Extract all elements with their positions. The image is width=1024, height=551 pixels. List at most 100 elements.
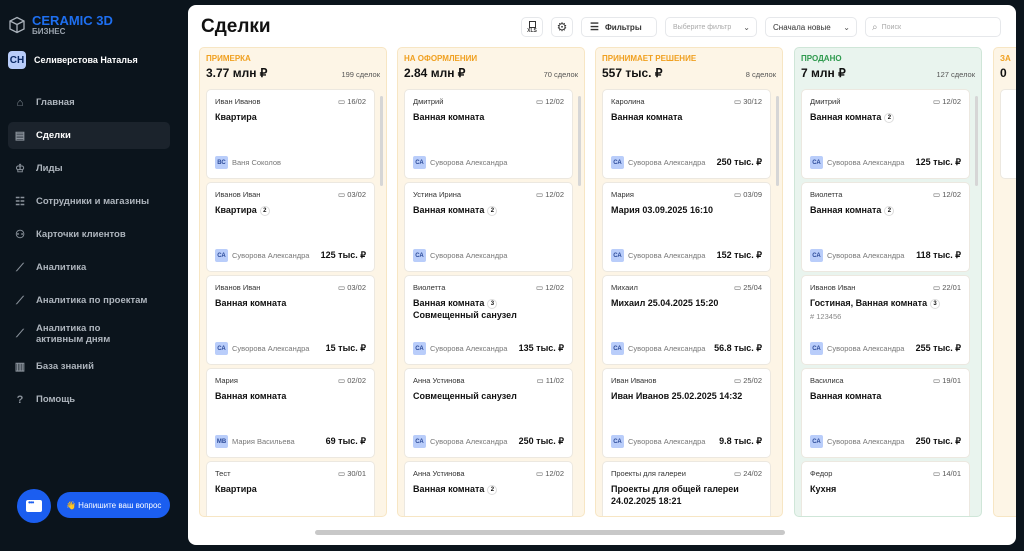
deal-amount: 125 тыс. ₽ (320, 250, 366, 260)
deal-card[interactable]: Мария ▭ 02/02 Ванная комната МВ Мария Василь… (206, 368, 375, 458)
column-name: ПРИНИМАЕТ РЕШЕНИЕ (602, 54, 697, 63)
chat-button[interactable] (17, 489, 51, 523)
deal-title: Ванная комната (215, 390, 366, 402)
count-badge: 3 (930, 298, 941, 309)
calendar-icon: ▭ (536, 469, 546, 478)
sidebar-item[interactable]: ? Помощь (8, 386, 170, 413)
user-name: Селиверстова Наталья (34, 55, 138, 65)
card-date-value: 03/02 (347, 283, 366, 292)
card-footer: СА Суворова Александра 118 тыс. ₽ (810, 249, 961, 262)
sidebar-item[interactable]: ▤ Сделки (8, 122, 170, 149)
sort-select[interactable]: Сначала новые ⌄ (765, 17, 857, 37)
calendar-icon: ▭ (734, 376, 744, 385)
ask-question-button[interactable]: 👋 Напишите ваш вопрос (57, 492, 171, 518)
column-summary: 0 (1000, 66, 1016, 80)
calendar-icon: ▭ (536, 376, 546, 385)
deal-card[interactable]: Михаил ▭ 25/04 Михаил 25.04.2025 15:20 СА Су… (602, 275, 771, 365)
client-name: Анна Устинова (413, 469, 465, 478)
settings-button[interactable]: ⚙ (551, 17, 573, 37)
sidebar-item[interactable]: ☷ Сотрудники и магазины (8, 188, 170, 215)
card-header: Иванов Иван ▭ 03/02 (215, 190, 366, 199)
manager-name: Суворова Александра (232, 251, 310, 260)
deal-amount: 15 тыс. ₽ (325, 343, 366, 353)
sidebar-item[interactable]: ♔ Лиды (8, 155, 170, 182)
kanban-column: ЗА 0 (993, 47, 1016, 517)
deal-amount: 135 тыс. ₽ (518, 343, 564, 353)
sidebar-item[interactable]: ⟋ Аналитика по активным дням (8, 320, 170, 347)
manager-name: Ваня Соколов (232, 158, 282, 167)
card-footer: СА Суворова Александра 56.8 тыс. ₽ (611, 342, 762, 355)
logo[interactable]: CERAMIC 3D БИЗНЕС (8, 14, 113, 36)
manager-name: Суворова Александра (628, 251, 706, 260)
horizontal-scrollbar[interactable] (315, 530, 785, 535)
column-scrollbar[interactable] (776, 96, 779, 186)
deal-card[interactable]: Анна Устинова ▭ 12/02 Ванная комната 2 (404, 461, 573, 516)
sidebar-item[interactable]: ⌂ Главная (8, 89, 170, 116)
deal-card[interactable]: Виолетта ▭ 12/02 Ванная комната 2 СА Суворова… (801, 182, 970, 272)
column-count: 199 сделок (341, 70, 380, 79)
client-name: Иван Иванов (215, 97, 261, 106)
client-name: Федор (810, 469, 833, 478)
deal-amount: 125 тыс. ₽ (915, 157, 961, 167)
deal-card[interactable]: Василиса ▭ 19/01 Ванная комната СА Суворова … (801, 368, 970, 458)
filter-select[interactable]: Выберите фильтр ⌄ (665, 17, 757, 37)
manager-avatar: СА (611, 342, 624, 355)
deal-card[interactable]: Иванов Иван ▭ 03/02 Ванная комната СА Суворо… (206, 275, 375, 365)
sidebar-nav: ⌂ Главная ▤ Сделки ♔ Лиды ☷ Сотрудники и магази… (8, 89, 170, 419)
card-list: Дмитрий ▭ 12/02 Ванная комната СА Суворова А… (404, 89, 573, 516)
card-date: ▭ 12/02 (536, 469, 564, 478)
deal-card[interactable]: Каролина ▭ 30/12 Ванная комната СА Суворова … (602, 89, 771, 179)
deal-title: Ванная комната (611, 111, 762, 123)
column-name: ЗА (1000, 54, 1011, 63)
card-date-value: 03/09 (743, 190, 762, 199)
deal-card[interactable]: Тест ▭ 30/01 Квартира (206, 461, 375, 516)
brand-name: CERAMIC 3D (32, 13, 113, 28)
deal-card[interactable]: Проекты для галереи ▭ 24/02 Проекты для об… (602, 461, 771, 516)
column-scrollbar[interactable] (380, 96, 383, 186)
sidebar-item[interactable]: ⟋ Аналитика (8, 254, 170, 281)
client-name: Иванов Иван (810, 283, 856, 292)
export-xls-button[interactable]: XLS (521, 17, 543, 37)
column-scrollbar[interactable] (975, 96, 978, 186)
column-summary: 2.84 млн ₽ 70 сделок (404, 66, 578, 80)
page-title: Сделки (201, 16, 271, 37)
manager-avatar: МВ (215, 435, 228, 448)
card-footer: СА Суворова Александра 152 тыс. ₽ (611, 249, 762, 262)
deal-card[interactable]: Дмитрий ▭ 12/02 Ванная комната СА Суворова А… (404, 89, 573, 179)
deal-card[interactable]: Иван Иванов ▭ 25/02 Иван Иванов 25.02.2025… (602, 368, 771, 458)
deal-card[interactable] (1000, 89, 1016, 179)
user-profile[interactable]: СН Селиверстова Наталья (8, 51, 138, 69)
deal-amount: 255 тыс. ₽ (915, 343, 961, 353)
deal-card[interactable]: Мария ▭ 03/09 Мария 03.09.2025 16:10 СА Суво… (602, 182, 771, 272)
manager-name: Суворова Александра (628, 344, 706, 353)
manager-name: Суворова Александра (430, 437, 508, 446)
kanban-column: ПРОДАНО 7 млн ₽ 127 сделок Дмитрий ▭ 12/02 Ва… (794, 47, 982, 517)
search-input[interactable]: ⌕ Поиск (865, 17, 1001, 37)
card-list (1000, 89, 1016, 179)
card-date-value: 14/01 (942, 469, 961, 478)
deal-card[interactable]: Анна Устинова ▭ 11/02 Совмещенный санузел С… (404, 368, 573, 458)
book-icon: ▥ (14, 360, 26, 373)
deal-card[interactable]: Дмитрий ▭ 12/02 Ванная комната 2 СА Суворова … (801, 89, 970, 179)
deal-title-text-2: Совмещенный санузел (413, 310, 517, 320)
deal-card[interactable]: Иванов Иван ▭ 22/01 Гостиная, Ванная комна… (801, 275, 970, 365)
deal-card[interactable]: Устина Ирина ▭ 12/02 Ванная комната 2 СА Суво… (404, 182, 573, 272)
sidebar-item[interactable]: ⚇ Карточки клиентов (8, 221, 170, 248)
help-icon: ? (16, 393, 24, 406)
card-date: ▭ 12/02 (536, 283, 564, 292)
filters-button[interactable]: ☰ Фильтры (581, 17, 657, 37)
manager-name: Суворова Александра (827, 437, 905, 446)
deal-card[interactable]: Иванов Иван ▭ 03/02 Квартира 2 СА Суворова Ал… (206, 182, 375, 272)
column-sum: 2.84 млн ₽ (404, 66, 466, 80)
deal-card[interactable]: Виолетта ▭ 12/02 Ванная комната 3 Совмещенны… (404, 275, 573, 365)
deal-card[interactable]: Федор ▭ 14/01 Кухня (801, 461, 970, 516)
column-scrollbar[interactable] (578, 96, 581, 186)
card-footer: МВ Мария Васильева 69 тыс. ₽ (215, 435, 366, 448)
sidebar-item[interactable]: ⟋ Аналитика по проектам (8, 287, 170, 314)
deal-card[interactable]: Иван Иванов ▭ 16/02 Квартира ВС Ваня Соколов (206, 89, 375, 179)
manager-avatar: СА (810, 249, 823, 262)
deal-title-text: Ванная комната (413, 205, 485, 215)
gear-icon: ⚙ (556, 20, 568, 34)
card-date: ▭ 03/09 (734, 190, 762, 199)
sidebar-item[interactable]: ▥ База знаний (8, 353, 170, 380)
